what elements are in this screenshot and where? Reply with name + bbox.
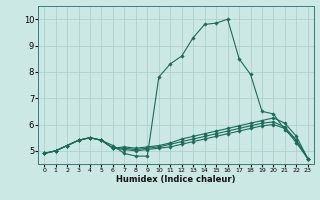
X-axis label: Humidex (Indice chaleur): Humidex (Indice chaleur) [116, 175, 236, 184]
